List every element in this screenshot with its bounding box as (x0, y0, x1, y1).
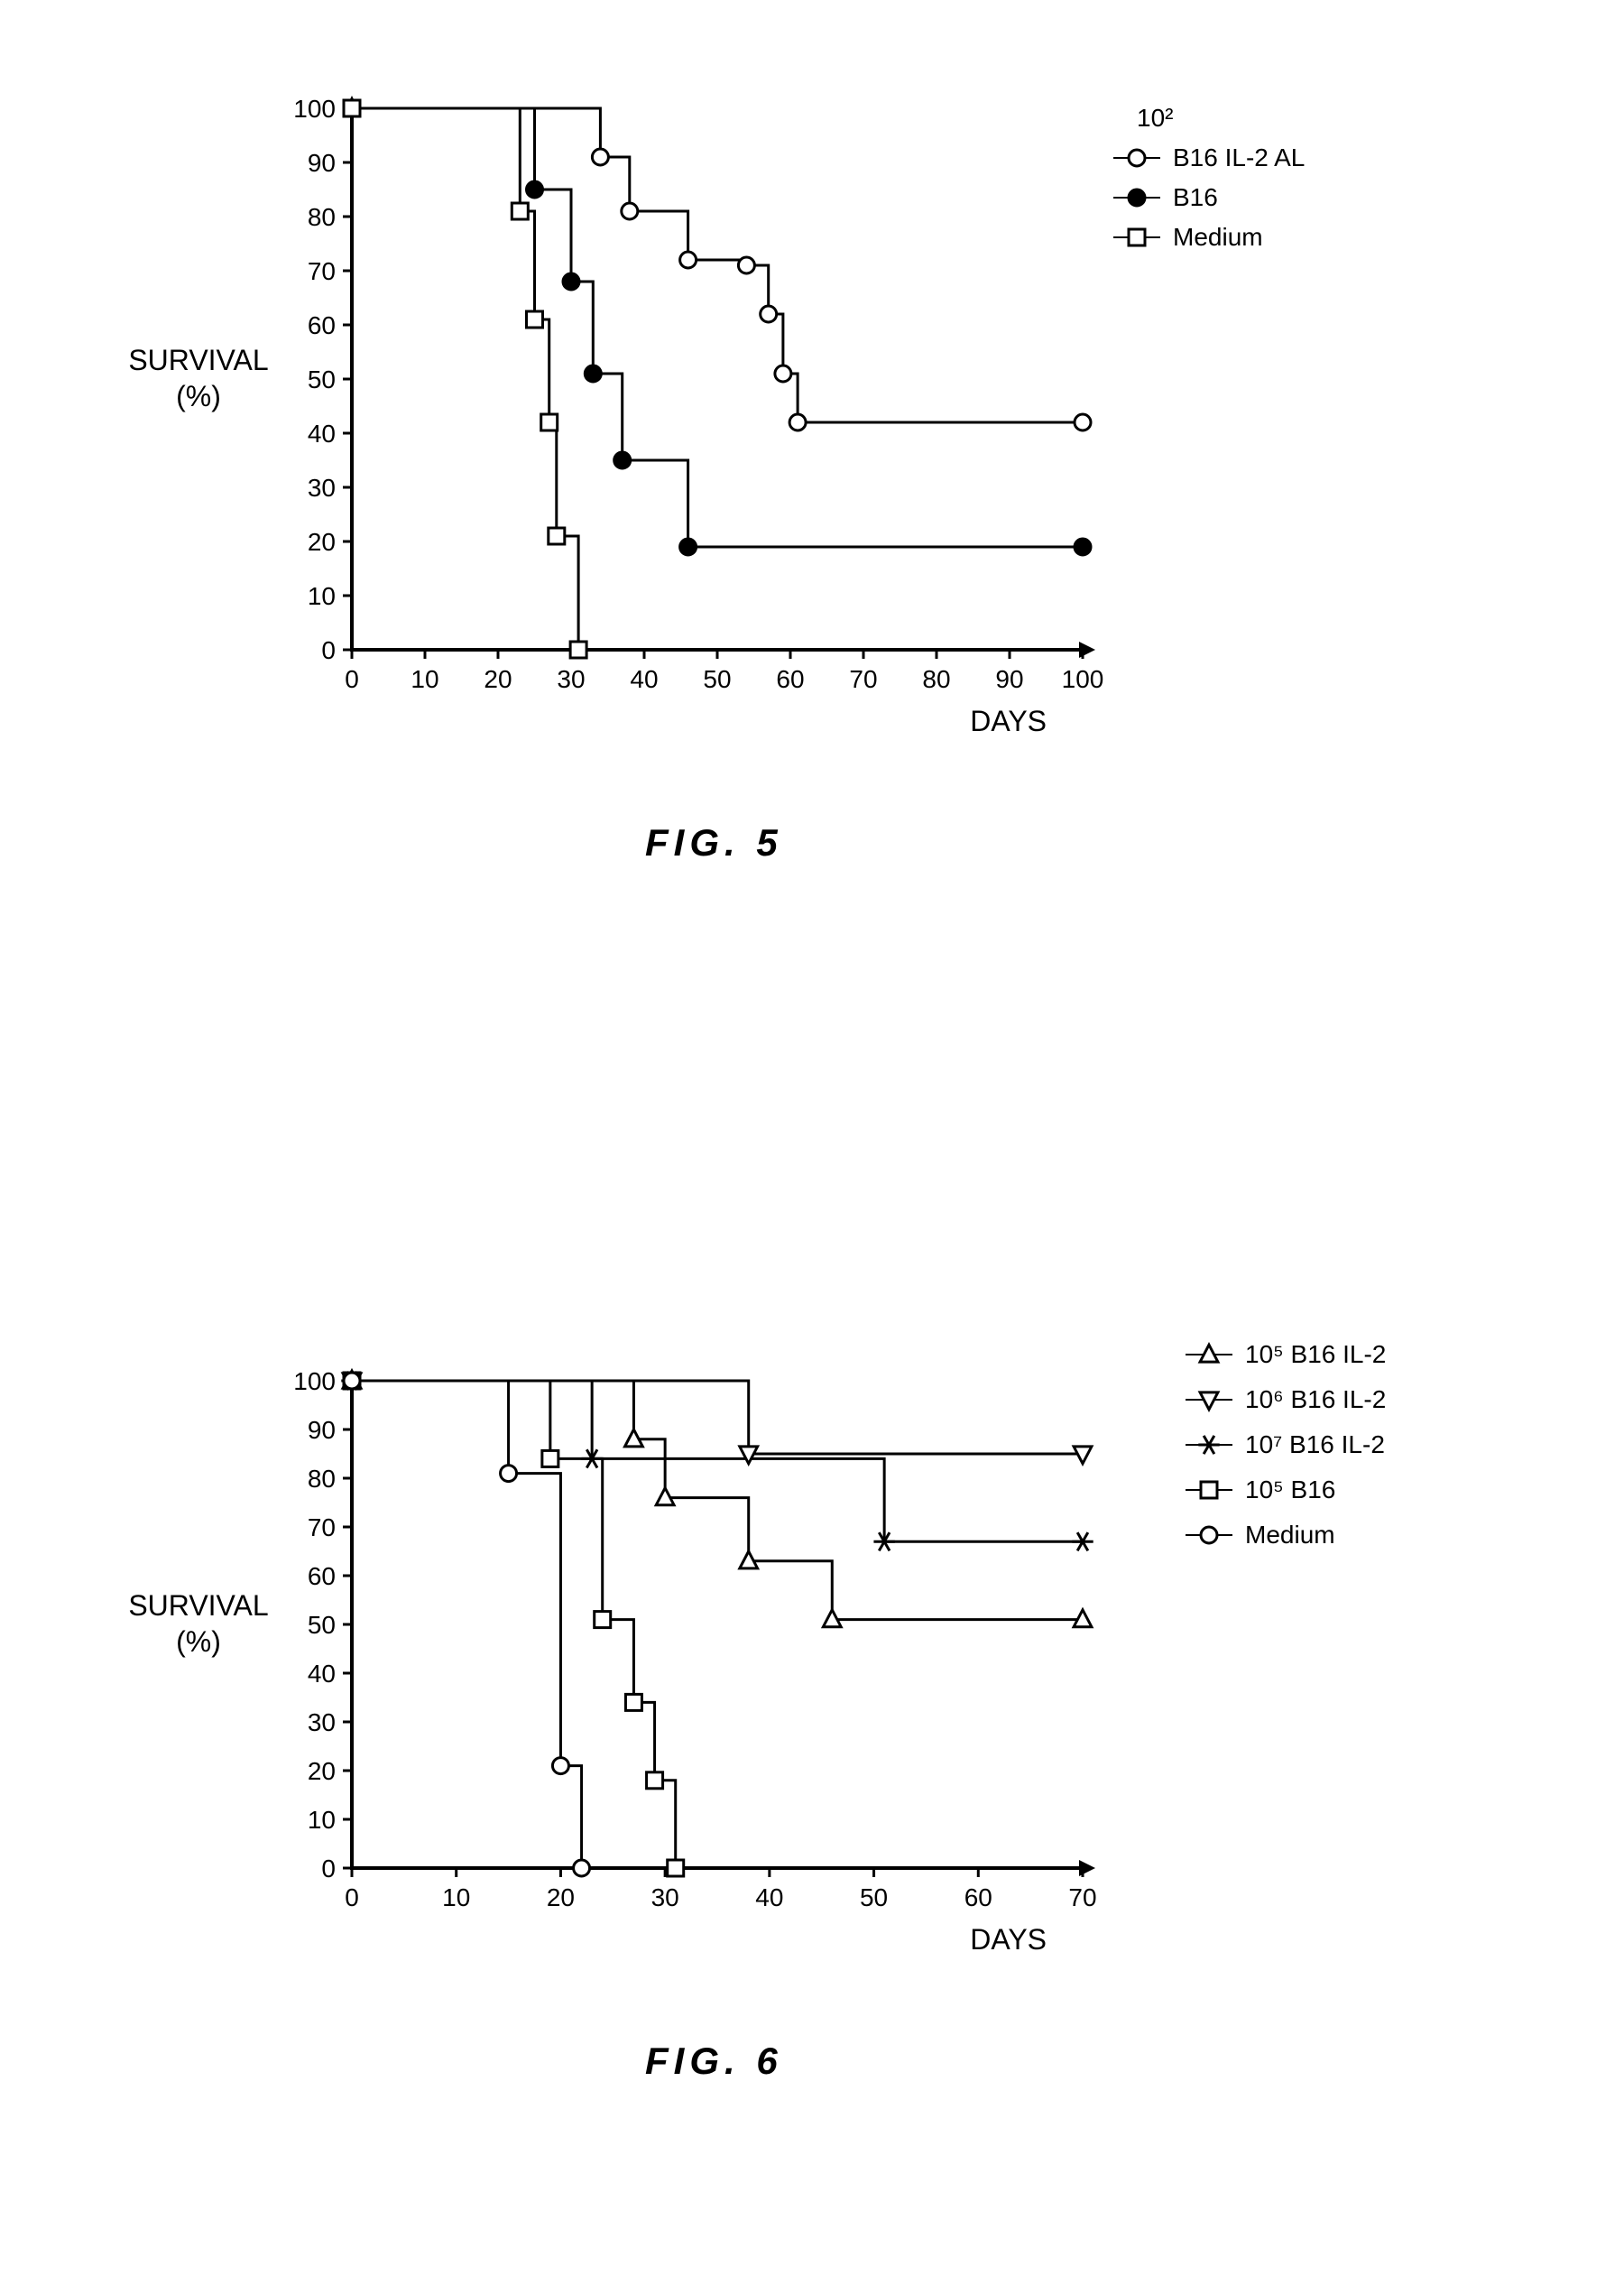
svg-text:100: 100 (293, 95, 336, 123)
svg-text:60: 60 (308, 1562, 336, 1590)
svg-text:10²: 10² (1137, 104, 1173, 132)
svg-text:70: 70 (308, 1513, 336, 1541)
svg-text:10⁷ B16 IL-2: 10⁷ B16 IL-2 (1245, 1430, 1385, 1458)
svg-text:40: 40 (308, 420, 336, 448)
svg-text:30: 30 (651, 1883, 679, 1911)
svg-text:(%): (%) (176, 380, 221, 412)
svg-text:DAYS: DAYS (970, 1923, 1047, 1956)
svg-text:Medium: Medium (1245, 1521, 1335, 1549)
svg-text:40: 40 (755, 1883, 783, 1911)
figure-6: 0 10 20 30 40 50 60 70 80 90 100 0 10 20 30 40 50 60 70 SUR… (126, 1200, 1570, 2012)
svg-text:70: 70 (1068, 1883, 1096, 1911)
svg-text:10: 10 (442, 1883, 470, 1911)
figure-5: 0 10 20 30 40 50 60 70 80 90 100 0 10 20 30 40 50 60 70 80 9… (126, 54, 1498, 794)
svg-text:80: 80 (308, 203, 336, 231)
svg-text:90: 90 (308, 149, 336, 177)
svg-text:DAYS: DAYS (970, 705, 1047, 737)
svg-text:30: 30 (557, 665, 585, 693)
svg-text:10⁶ B16 IL-2: 10⁶ B16 IL-2 (1245, 1385, 1386, 1413)
svg-text:60: 60 (964, 1883, 992, 1911)
svg-text:50: 50 (308, 1611, 336, 1639)
svg-text:80: 80 (308, 1465, 336, 1493)
svg-text:0: 0 (321, 1855, 336, 1883)
svg-text:10: 10 (411, 665, 438, 693)
svg-text:50: 50 (703, 665, 731, 693)
figure-6-caption: FIG. 6 (645, 2040, 783, 2083)
svg-text:0: 0 (345, 665, 359, 693)
svg-text:SURVIVAL: SURVIVAL (128, 1589, 268, 1622)
svg-text:0: 0 (345, 1883, 359, 1911)
svg-text:70: 70 (849, 665, 877, 693)
svg-text:20: 20 (308, 1757, 336, 1785)
svg-text:60: 60 (776, 665, 804, 693)
figure-5-caption: FIG. 5 (645, 821, 783, 865)
svg-text:0: 0 (321, 636, 336, 664)
svg-text:SURVIVAL: SURVIVAL (128, 344, 268, 376)
svg-text:20: 20 (547, 1883, 575, 1911)
svg-text:50: 50 (860, 1883, 888, 1911)
svg-text:B16: B16 (1173, 183, 1218, 211)
svg-text:60: 60 (308, 311, 336, 339)
svg-text:20: 20 (484, 665, 512, 693)
svg-text:10: 10 (308, 1806, 336, 1834)
svg-text:Medium: Medium (1173, 223, 1263, 251)
svg-text:30: 30 (308, 474, 336, 502)
svg-text:(%): (%) (176, 1625, 221, 1658)
svg-text:B16 IL-2 AL: B16 IL-2 AL (1173, 143, 1305, 171)
svg-text:30: 30 (308, 1708, 336, 1736)
svg-text:70: 70 (308, 257, 336, 285)
svg-text:90: 90 (995, 665, 1023, 693)
svg-text:80: 80 (922, 665, 950, 693)
svg-text:10: 10 (308, 582, 336, 610)
svg-text:100: 100 (293, 1367, 336, 1395)
svg-text:10⁵ B16: 10⁵ B16 (1245, 1476, 1335, 1503)
svg-text:50: 50 (308, 365, 336, 393)
svg-text:100: 100 (1062, 665, 1104, 693)
svg-text:20: 20 (308, 528, 336, 556)
svg-text:90: 90 (308, 1416, 336, 1444)
svg-text:40: 40 (630, 665, 658, 693)
svg-text:10⁵ B16 IL-2: 10⁵ B16 IL-2 (1245, 1340, 1386, 1368)
svg-text:40: 40 (308, 1660, 336, 1688)
